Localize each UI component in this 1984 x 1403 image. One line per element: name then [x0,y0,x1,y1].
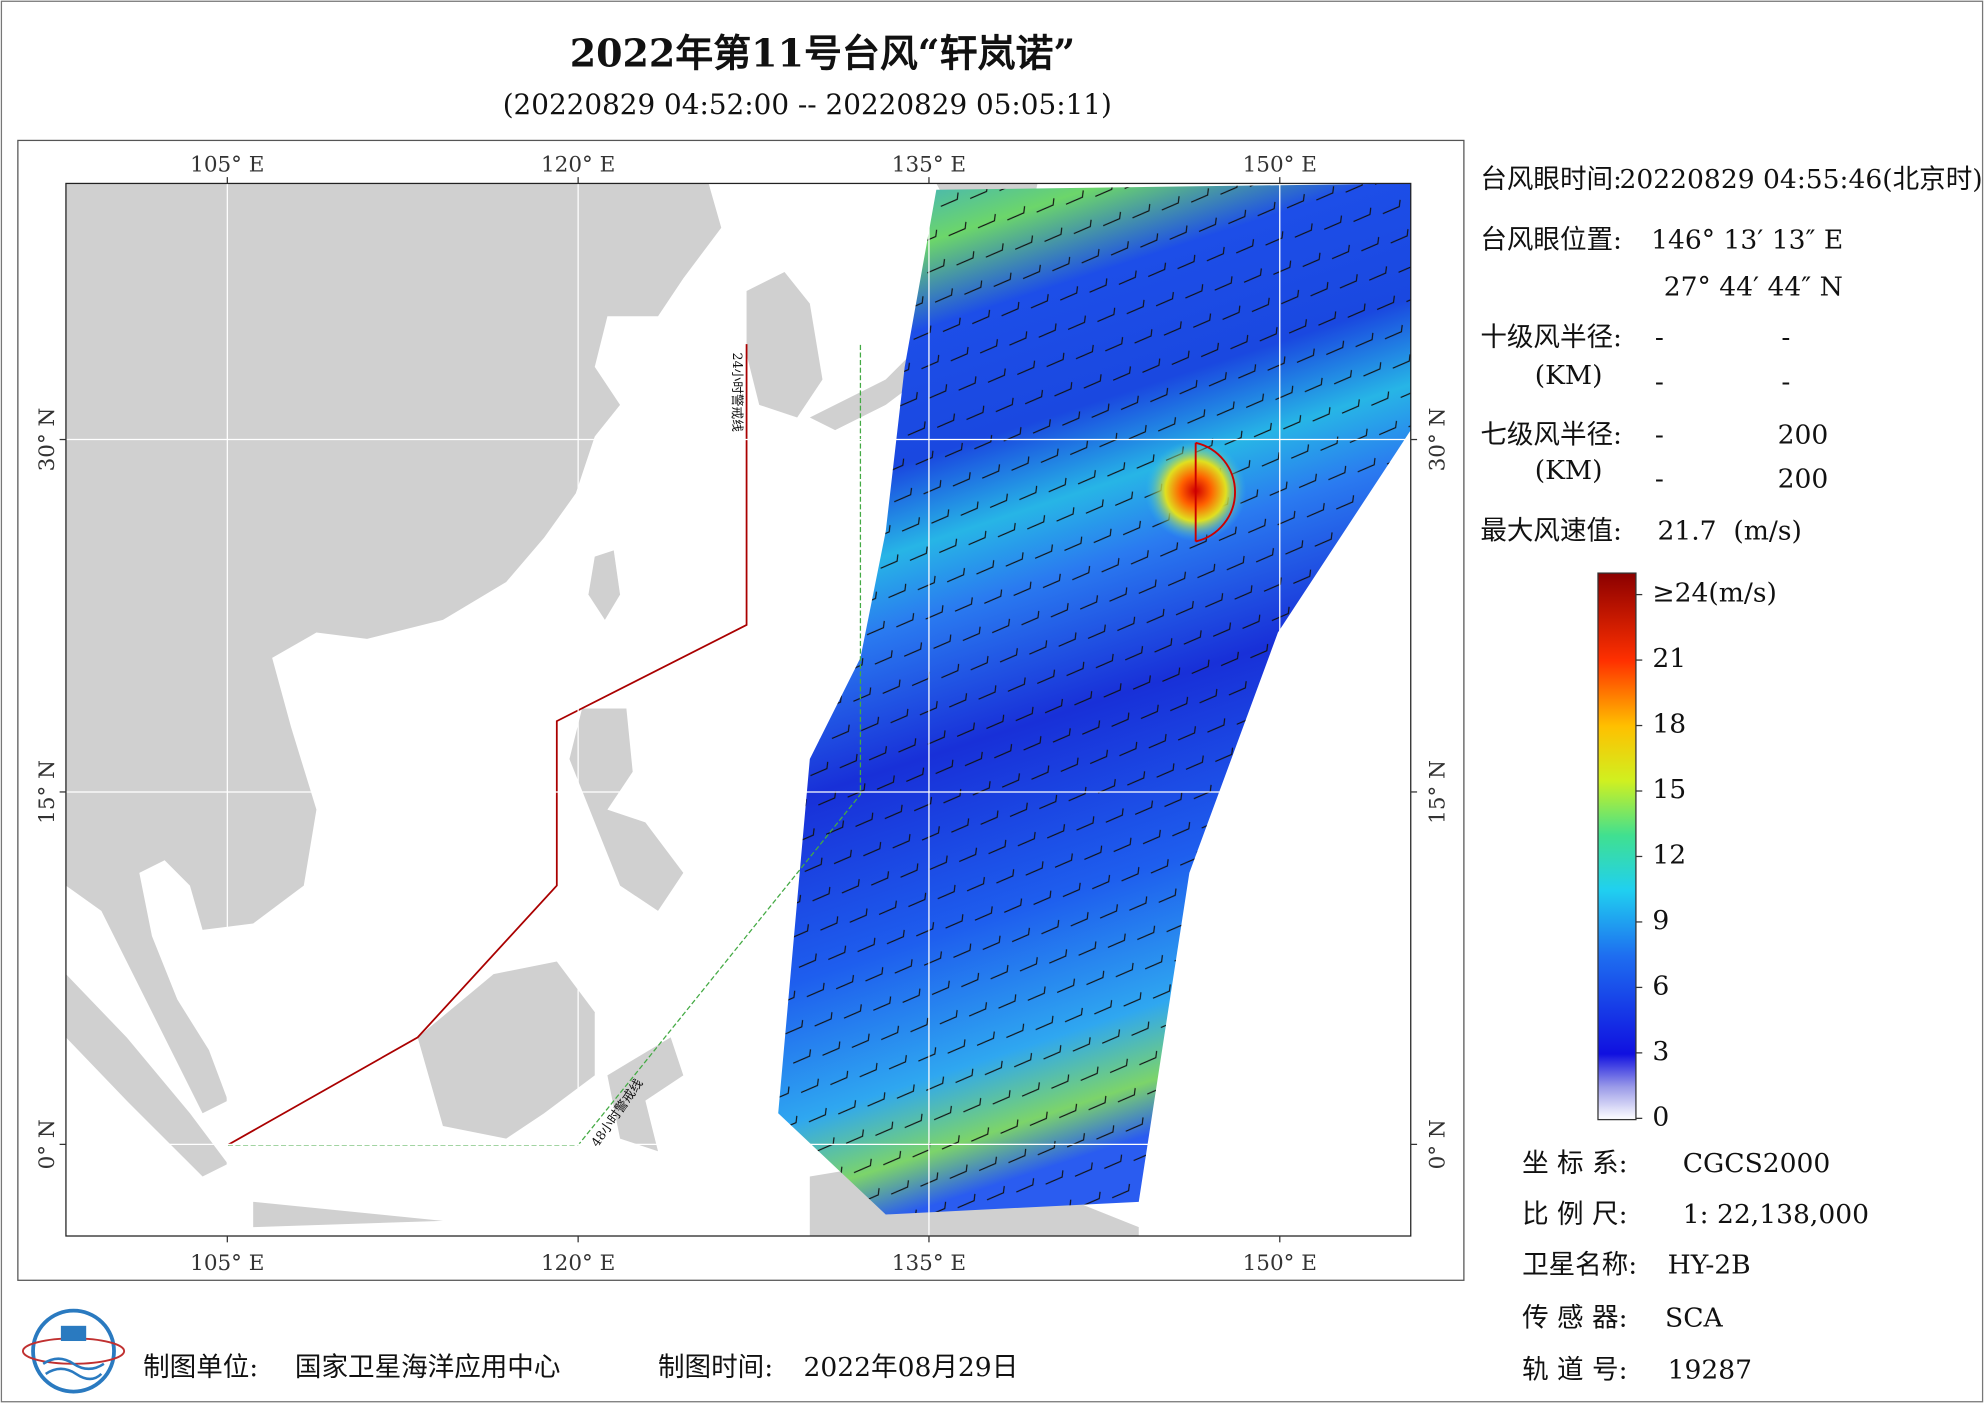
x-tick-label: 150° E [1243,1251,1317,1276]
x-tick-label: 105° E [190,153,264,178]
colorbar-label: 18 [1652,709,1686,740]
y-tick-label: 15° N [1426,760,1451,824]
title: 2022年第11号台风“轩岚诺” [570,30,1076,75]
footer-value: 国家卫星海洋应用中心 [295,1352,560,1383]
meta-value: SCA [1665,1303,1723,1334]
info-value: - [1781,322,1790,353]
info-label: (KM) [1535,455,1603,486]
info-label: 十级风半径: [1480,322,1622,353]
meta-label: 卫星名称: [1522,1249,1637,1280]
colorbar-label: 12 [1652,839,1686,870]
meta-label: 坐 标 系: [1522,1148,1627,1179]
footer: 制图单位: 国家卫星海洋应用中心 制图时间: 2022年08月29日 [143,1352,1018,1383]
info-label: 台风眼时间: [1480,164,1622,195]
info-value: 21.7 [1657,516,1716,547]
info-label: 最大风速值: [1480,516,1622,547]
meta-label: 传 感 器: [1522,1303,1627,1334]
colorbar-label: 21 [1652,643,1686,674]
wind-swath [778,183,1411,1215]
info-label: 台风眼位置: [1480,225,1622,256]
info-value: - [1655,366,1664,397]
colorbar-label: 15 [1652,774,1686,805]
line-label: 24小时警戒线 [730,353,745,433]
colorbar-label: ≥24(m/s) [1652,578,1776,609]
info-panel: 台风眼时间: 20220829 04:55:46(北京时) 台风眼位置: 146… [1480,164,1982,547]
meta-value: CGCS2000 [1683,1148,1831,1179]
map [65,183,1411,1237]
x-tick-label: 150° E [1243,153,1317,178]
info-label: (KM) [1535,360,1603,391]
y-tick-label: 0° N [1426,1119,1451,1169]
meta-value: 1: 22,138,000 [1683,1199,1869,1230]
x-tick-label: 120° E [541,153,615,178]
x-tick-label: 105° E [190,1251,264,1276]
y-tick-label: 30° N [35,408,60,472]
map-border [65,182,1412,1237]
y-tick-label: 30° N [1426,408,1451,472]
axes: 105° E 105° E 120° E 120° E 135° E 135° E 150°… [35,153,1450,1276]
meta-label: 轨 道 号: [1522,1354,1627,1385]
footer-label: 制图时间: [658,1352,773,1383]
subtitle: (20220829 04:52:00 -- 20220829 05:05:11) [503,88,1112,121]
logo [21,1308,126,1394]
meta-label: 比 例 尺: [1522,1199,1627,1230]
info-label: 七级风半径: [1480,419,1622,450]
x-tick-label: 135° E [892,153,966,178]
info-value: 200 [1778,419,1829,450]
meta-value: 19287 [1668,1354,1752,1385]
colorbar-ticks: ≥24(m/s) 21 18 15 12 9 6 3 0 [1635,578,1777,1132]
footer-label: 制图单位: [143,1352,258,1383]
colorbar [1597,572,1637,1121]
y-tick-label: 15° N [35,760,60,824]
info-value: 20220829 04:55:46(北京时) [1619,164,1982,195]
y-tick-label: 0° N [35,1119,60,1169]
colorbar-label: 0 [1652,1101,1669,1132]
info-value: - [1655,419,1664,450]
grid [65,183,1411,1237]
info-value: 200 [1778,464,1829,495]
info-value: (m/s) [1733,516,1801,547]
warning-line-24h [227,344,748,1146]
x-tick-label: 120° E [541,1251,615,1276]
colorbar-label: 6 [1652,970,1669,1001]
meta-panel: 坐 标 系: CGCS2000 比 例 尺: 1: 22,138,000 卫星名… [1522,1148,1869,1385]
info-value: 146° 13′ 13″ E [1651,225,1843,256]
meta-value: HY-2B [1668,1249,1751,1280]
colorbar-label: 9 [1652,905,1669,936]
colorbar-label: 3 [1652,1036,1669,1067]
info-value: - [1655,322,1664,353]
footer-value: 2022年08月29日 [803,1352,1018,1383]
x-tick-label: 135° E [892,1251,966,1276]
wind-radius [1194,441,1236,543]
info-value: - [1655,464,1664,495]
info-value: 27° 44′ 44″ N [1664,271,1843,302]
info-value: - [1781,366,1790,397]
